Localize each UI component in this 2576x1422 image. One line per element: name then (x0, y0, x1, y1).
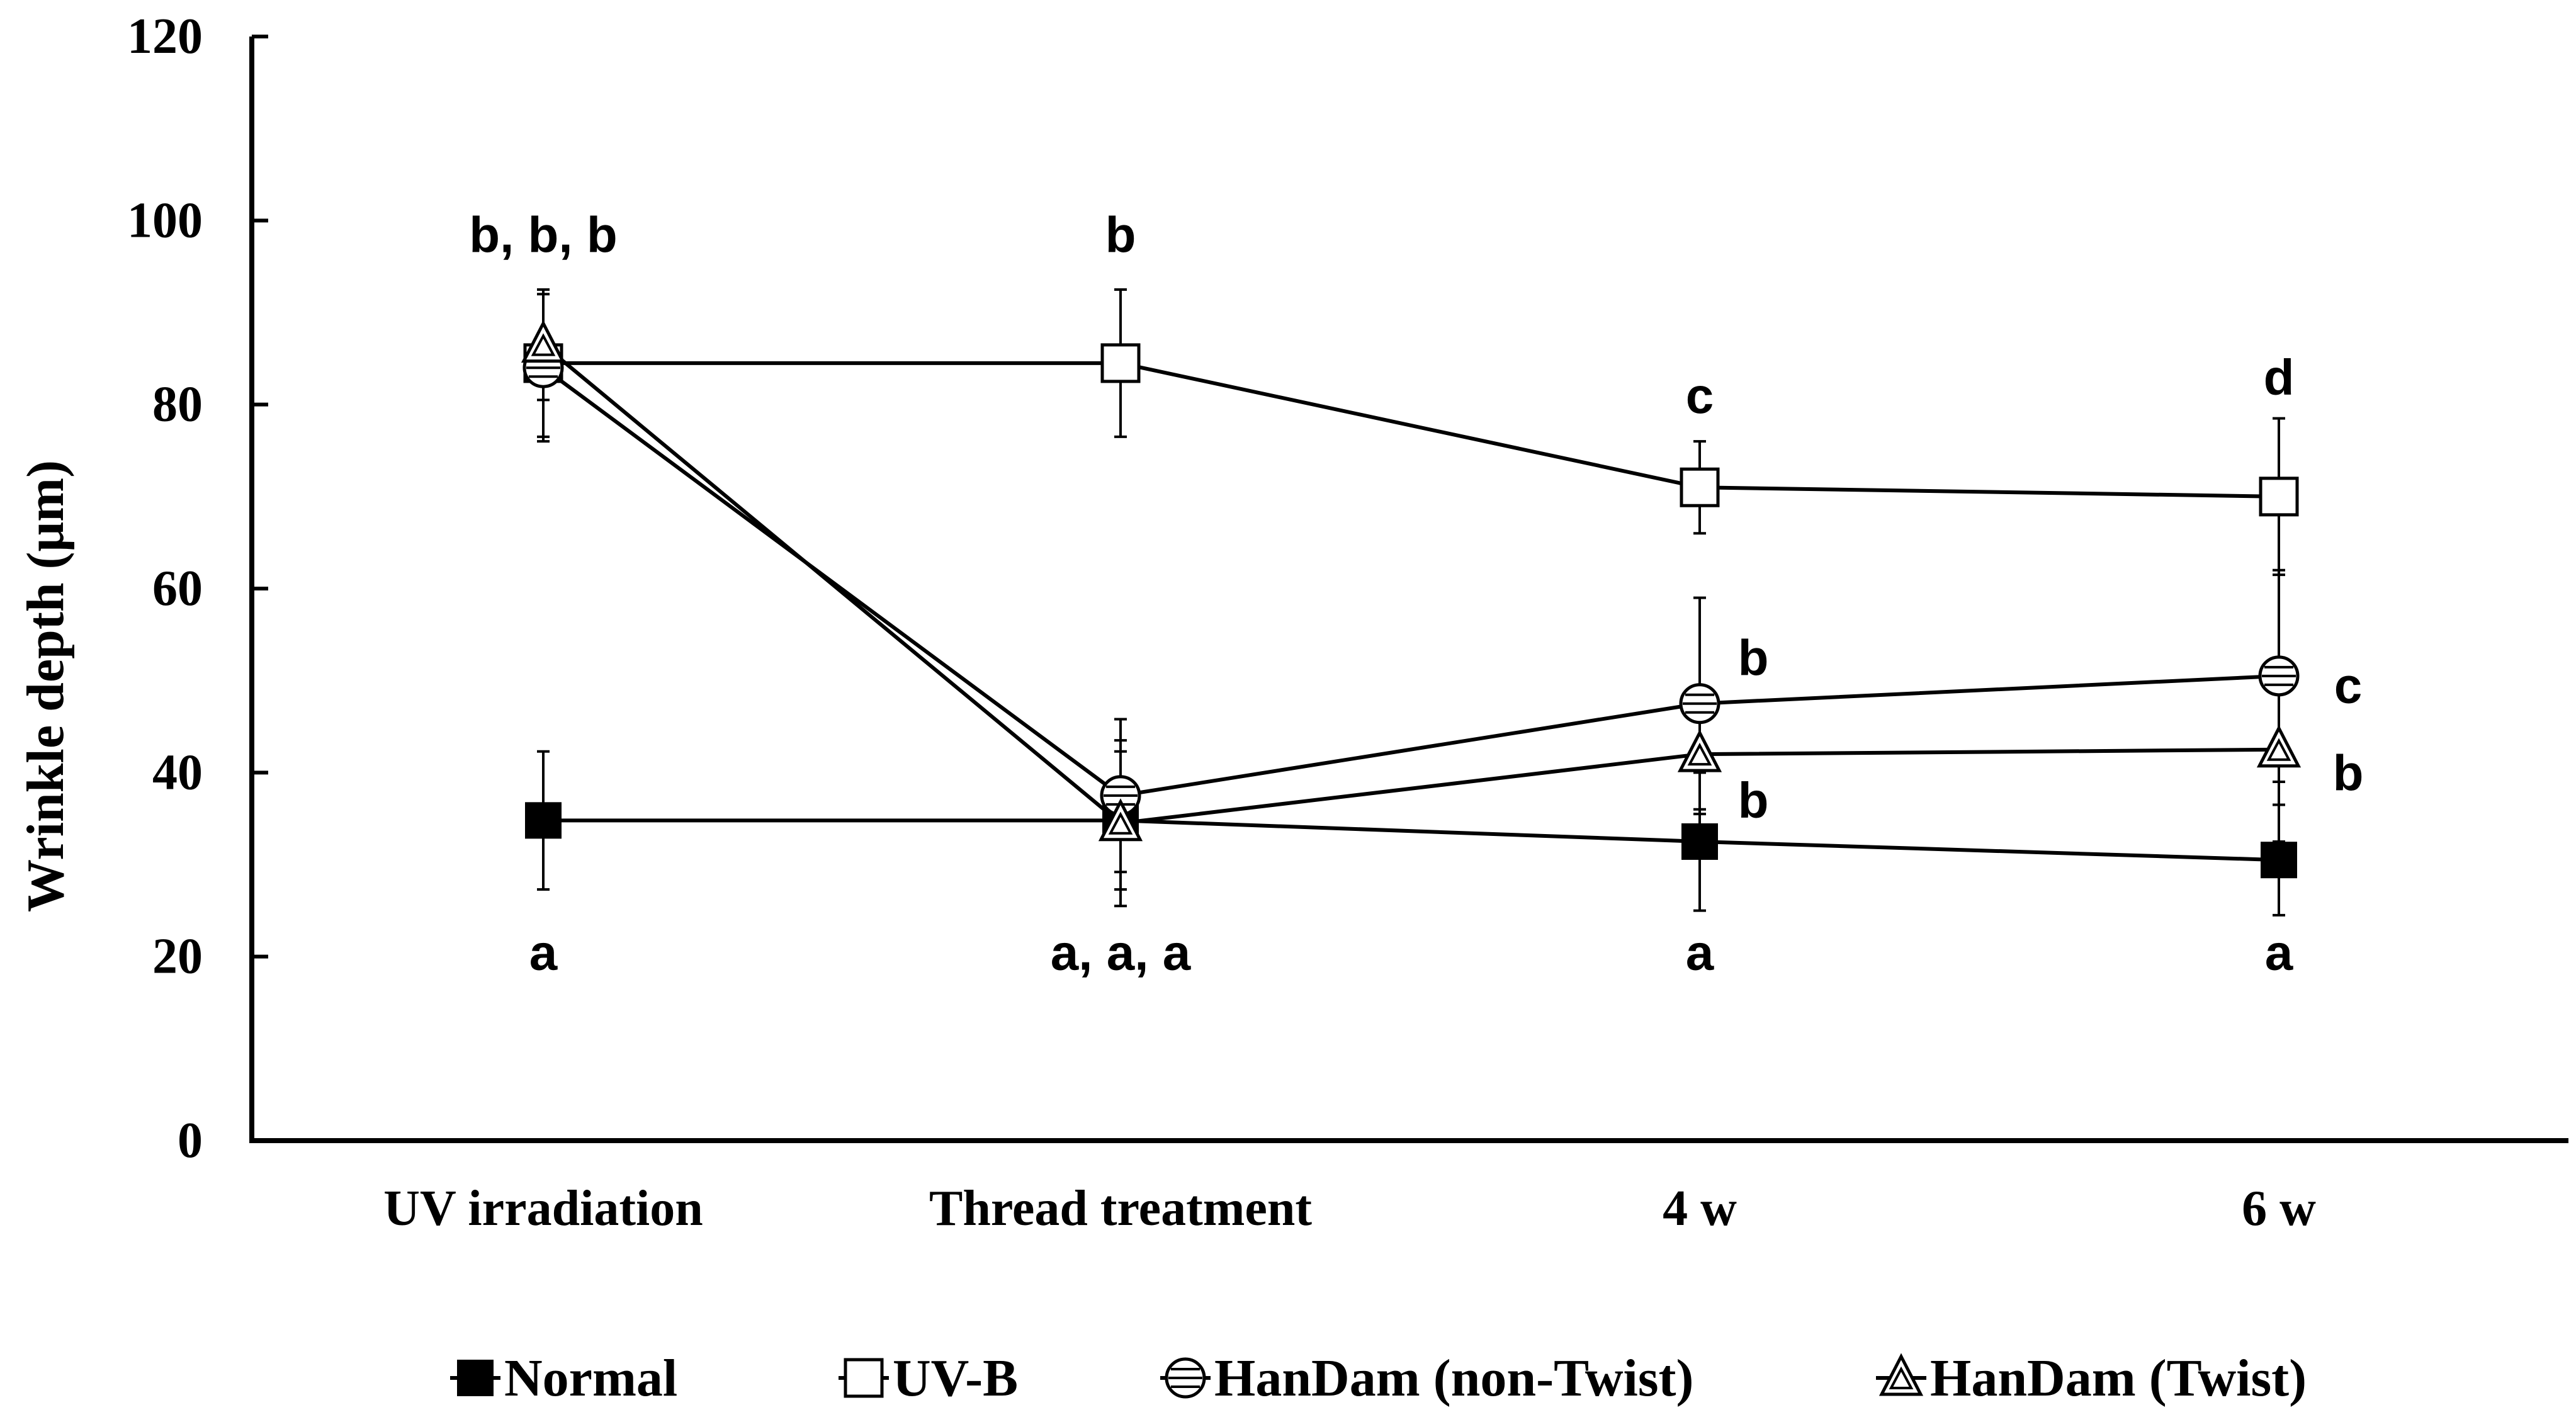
data-point-handam-twist-inner (1687, 742, 1712, 766)
legend-label: UV-B (893, 1349, 1018, 1408)
series-line-uv-b (543, 361, 2279, 499)
significance-label: b (1105, 206, 1136, 262)
significance-label: c (1686, 368, 1714, 424)
legend-label: Normal (504, 1349, 677, 1408)
data-point-uv-b (1680, 467, 1720, 507)
data-point-uv-b (2259, 477, 2299, 517)
axes (249, 37, 2568, 1143)
legend-marker-uv-b (844, 1358, 884, 1398)
x-tick-labels: UV irradiation Thread treatment 4 w 6 w (383, 1181, 2316, 1236)
data-point-uv-b (1100, 343, 1141, 383)
data-point-normal (1681, 823, 1718, 860)
series-line-handam-non-twist (542, 366, 2279, 798)
y-ticks: 0 20 40 60 80 100 120 (127, 9, 268, 1168)
data-point-handam-non-twist (1679, 683, 1720, 725)
legend-marker-handam-twist-inner (1889, 1366, 1914, 1389)
y-tick-label: 40 (152, 745, 203, 800)
legend-label: HanDam (Twist) (1930, 1349, 2307, 1408)
data-point-handam-twist-inner (531, 333, 556, 356)
significance-label: d (2264, 349, 2295, 405)
y-tick-label: 80 (152, 377, 203, 432)
legend: Normal UV-B HanDam (non-Twist) HanDam (Twis… (450, 1349, 2307, 1408)
legend-item-handam-twist: HanDam (Twist) (1876, 1349, 2307, 1408)
legend-item-normal: Normal (450, 1349, 677, 1408)
data-markers (521, 320, 2302, 879)
y-tick-label: 20 (152, 929, 203, 985)
legend-marker-normal (457, 1360, 494, 1396)
y-axis-title: Wrinkle depth (μm) (16, 460, 75, 912)
significance-label: b (2333, 745, 2364, 801)
series-line-handam-twist (542, 343, 2279, 825)
data-point-normal (2261, 842, 2297, 879)
y-tick-label: 0 (178, 1113, 203, 1168)
significance-label: c (2334, 657, 2363, 713)
data-point-handam-twist (1098, 798, 1143, 842)
data-point-handam-twist (521, 320, 566, 363)
significance-label: a (2265, 924, 2293, 980)
data-point-handam-twist (1677, 729, 1722, 772)
x-tick-label: 4 w (1663, 1181, 1737, 1236)
data-point-handam-twist (2256, 725, 2302, 768)
legend-marker-handam-non-twist (1165, 1357, 1206, 1399)
y-tick-label: 120 (127, 9, 203, 64)
data-point-handam-twist-inner (2266, 738, 2291, 761)
significance-label: b (1738, 772, 1769, 828)
data-point-handam-non-twist (2258, 655, 2300, 697)
y-tick-label: 100 (127, 193, 203, 248)
legend-item-handam-non-twist: HanDam (non-Twist) (1160, 1349, 1694, 1408)
y-tick-label: 60 (152, 561, 203, 616)
significance-label: a (1686, 924, 1714, 980)
significance-label: a (529, 924, 558, 980)
x-tick-label: 6 w (2242, 1181, 2316, 1236)
significance-label: b (1738, 630, 1769, 686)
x-tick-label: Thread treatment (929, 1181, 1312, 1236)
legend-label: HanDam (non-Twist) (1214, 1349, 1694, 1408)
series-lines (542, 343, 2279, 862)
data-point-handam-twist-inner (1108, 811, 1133, 835)
legend-marker-handam-twist (1878, 1353, 1924, 1396)
x-tick-label: UV irradiation (383, 1181, 703, 1236)
series-line-normal (543, 818, 2279, 862)
legend-item-uv-b: UV-B (839, 1349, 1018, 1408)
data-point-normal (525, 802, 562, 839)
significance-label: a, a, a (1051, 924, 1191, 980)
significance-label: b, b, b (469, 206, 618, 262)
